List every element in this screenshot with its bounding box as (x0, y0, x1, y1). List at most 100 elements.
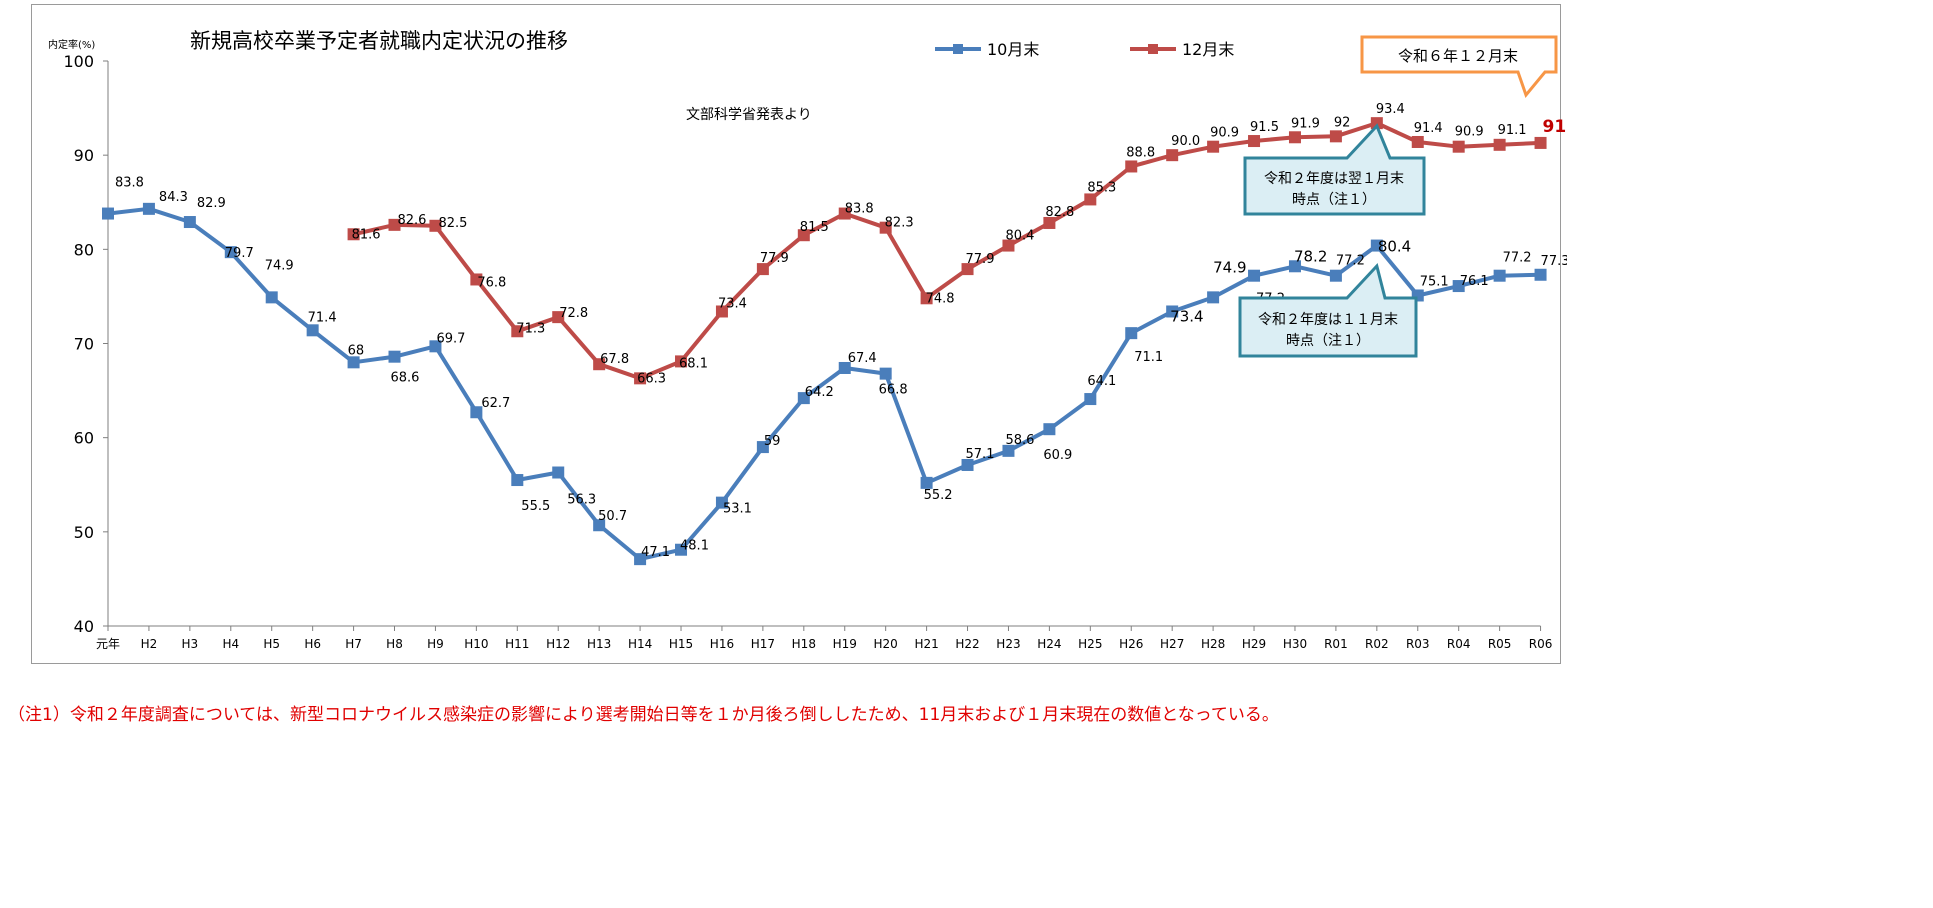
data-label-0-20: 55.2 (924, 488, 953, 503)
data-label-0-5: 71.4 (308, 310, 337, 325)
x-tick-label: H6 (304, 637, 321, 651)
data-point-0-20 (920, 476, 933, 489)
data-label-1-11: 72.8 (559, 306, 588, 321)
data-label-1-8: 82.5 (438, 216, 467, 231)
data-point-0-33 (1452, 280, 1465, 293)
x-tick-label: H10 (464, 637, 488, 651)
data-point-0-17 (797, 392, 810, 405)
data-label-0-17: 64.2 (805, 385, 834, 400)
x-tick-label: H17 (751, 637, 775, 651)
data-point-0-1 (142, 202, 155, 215)
data-label-0-2: 82.9 (197, 196, 226, 211)
x-tick-label: H20 (874, 637, 898, 651)
data-label-1-23: 82.8 (1045, 205, 1074, 220)
data-point-1-23 (1043, 216, 1056, 229)
data-label-0-33: 76.1 (1460, 274, 1489, 289)
data-label-1-14: 68.1 (679, 356, 708, 371)
series-line-0 (107, 206, 1541, 562)
callout-nov-box (1238, 262, 1418, 358)
series-line-1 (353, 121, 1541, 381)
x-tick-label: H16 (710, 637, 734, 651)
data-point-1-8 (429, 219, 442, 232)
data-label-0-30: 77.2 (1336, 254, 1365, 269)
data-point-0-12 (593, 519, 606, 532)
data-label-0-0: 83.8 (115, 176, 144, 191)
data-point-0-28 (1248, 269, 1261, 282)
data-point-0-15 (715, 496, 728, 509)
data-label-1-13: 66.3 (637, 371, 666, 386)
data-point-1-13 (634, 372, 647, 385)
data-point-1-14 (675, 355, 688, 368)
data-label-0-21: 57.1 (966, 447, 995, 462)
x-tick-label: H27 (1160, 637, 1184, 651)
x-tick-label: H13 (587, 637, 611, 651)
data-label-1-28: 91.5 (1250, 120, 1279, 135)
data-label-0-31: 80.4 (1378, 238, 1411, 256)
footnote: （注1）令和２年度調査については、新型コロナウイルス感染症の影響により選考開始日… (8, 705, 1279, 725)
data-label-0-10: 55.5 (521, 499, 550, 514)
data-label-0-22: 58.6 (1005, 433, 1034, 448)
data-point-1-10 (511, 325, 524, 338)
data-label-0-1: 84.3 (159, 190, 188, 205)
data-label-0-34: 77.2 (1503, 251, 1532, 266)
data-label-0-27: 74.9 (1213, 258, 1246, 276)
data-point-1-33 (1452, 140, 1465, 153)
data-label-0-7: 68.6 (391, 371, 420, 386)
data-point-1-32 (1411, 135, 1424, 148)
data-point-1-31 (1370, 117, 1383, 130)
chart-title: 新規高校卒業予定者就職内定状況の推移 (190, 29, 568, 53)
data-point-1-7 (388, 218, 401, 231)
data-point-1-24 (1084, 193, 1097, 206)
data-label-0-12: 50.7 (598, 509, 627, 524)
data-label-1-29: 91.9 (1291, 116, 1320, 131)
data-point-1-25 (1125, 160, 1138, 173)
data-point-1-11 (552, 311, 565, 324)
data-label-0-4: 74.9 (265, 258, 294, 273)
x-tick-label: H9 (427, 637, 444, 651)
x-tick-label: R04 (1447, 637, 1471, 651)
data-point-0-6 (347, 356, 360, 369)
x-tick-label: 元年 (96, 637, 120, 651)
data-point-1-16 (756, 263, 769, 276)
data-point-1-12 (593, 358, 606, 371)
callout-jan-line2: 時点（注１） (1292, 192, 1376, 208)
y-tick-label: 80 (74, 240, 94, 259)
data-point-0-21 (961, 458, 974, 471)
data-point-0-31 (1370, 239, 1383, 252)
data-label-1-10: 71.3 (516, 321, 545, 336)
data-point-0-8 (429, 340, 442, 353)
x-tick-label: H12 (546, 637, 570, 651)
data-label-0-32: 75.1 (1420, 274, 1449, 289)
x-tick-label: R02 (1365, 637, 1389, 651)
data-label-0-8: 69.7 (436, 331, 465, 346)
data-point-1-15 (715, 305, 728, 318)
data-point-1-30 (1329, 130, 1342, 143)
data-point-1-19 (879, 221, 892, 234)
callout-jan-box (1243, 123, 1426, 216)
y-tick-label: 90 (74, 146, 94, 165)
data-label-0-15: 53.1 (723, 502, 752, 517)
x-tick-label: H14 (628, 637, 652, 651)
data-label-0-23: 60.9 (1043, 448, 1072, 463)
data-point-0-29 (1288, 260, 1301, 273)
data-label-0-13: 47.1 (641, 545, 670, 560)
x-tick-label: H21 (914, 637, 938, 651)
data-point-1-21 (961, 263, 974, 276)
data-point-0-7 (388, 350, 401, 363)
legend-label-1: 12月末 (1182, 40, 1234, 59)
x-tick-label: H8 (386, 637, 403, 651)
data-label-1-7: 82.6 (398, 213, 427, 228)
x-tick-label: H29 (1242, 637, 1266, 651)
x-tick-label: H18 (792, 637, 816, 651)
data-point-1-34 (1493, 138, 1506, 151)
data-point-1-20 (920, 292, 933, 305)
x-tick-label: R05 (1488, 637, 1512, 651)
data-label-1-17: 81.5 (800, 220, 829, 235)
data-label-1-27: 90.9 (1210, 126, 1239, 141)
data-point-0-5 (306, 324, 319, 337)
legend-marker-0 (953, 44, 963, 54)
data-point-0-10 (511, 474, 524, 487)
x-tick-label: H30 (1283, 637, 1307, 651)
callout-jan-line1: 令和２年度は翌１月末 (1264, 171, 1404, 187)
